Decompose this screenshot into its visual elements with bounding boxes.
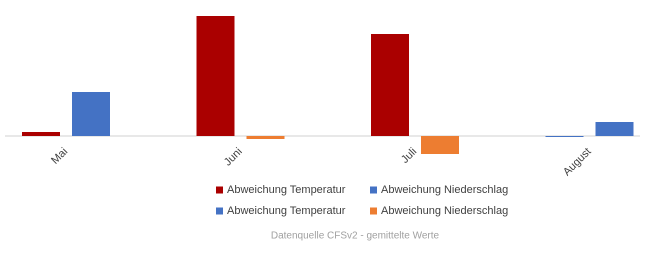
x-tick-label: August: [561, 146, 594, 179]
legend-swatch: [216, 207, 223, 215]
legend-label: Abweichung Temperatur: [227, 205, 346, 217]
legend-label: Abweichung Niederschlag: [381, 184, 508, 196]
bar: [196, 16, 235, 136]
bar: [595, 122, 634, 136]
legend-swatch: [370, 207, 377, 215]
x-tick-label: Juli: [399, 146, 419, 166]
bar: [545, 136, 584, 137]
bar: [246, 136, 285, 139]
legend-swatch: [370, 186, 377, 194]
footnote: Datenquelle CFSv2 - gemittelte Werte: [271, 231, 440, 242]
x-tick-label: Juni: [222, 146, 245, 169]
legend-label: Abweichung Temperatur: [227, 184, 346, 196]
x-tick-label: Mai: [49, 146, 70, 167]
bar: [421, 136, 459, 154]
legend-swatch: [216, 186, 223, 194]
bar: [371, 34, 409, 136]
bar: [22, 132, 60, 136]
legend-label: Abweichung Niederschlag: [381, 205, 508, 217]
bar: [72, 92, 110, 136]
